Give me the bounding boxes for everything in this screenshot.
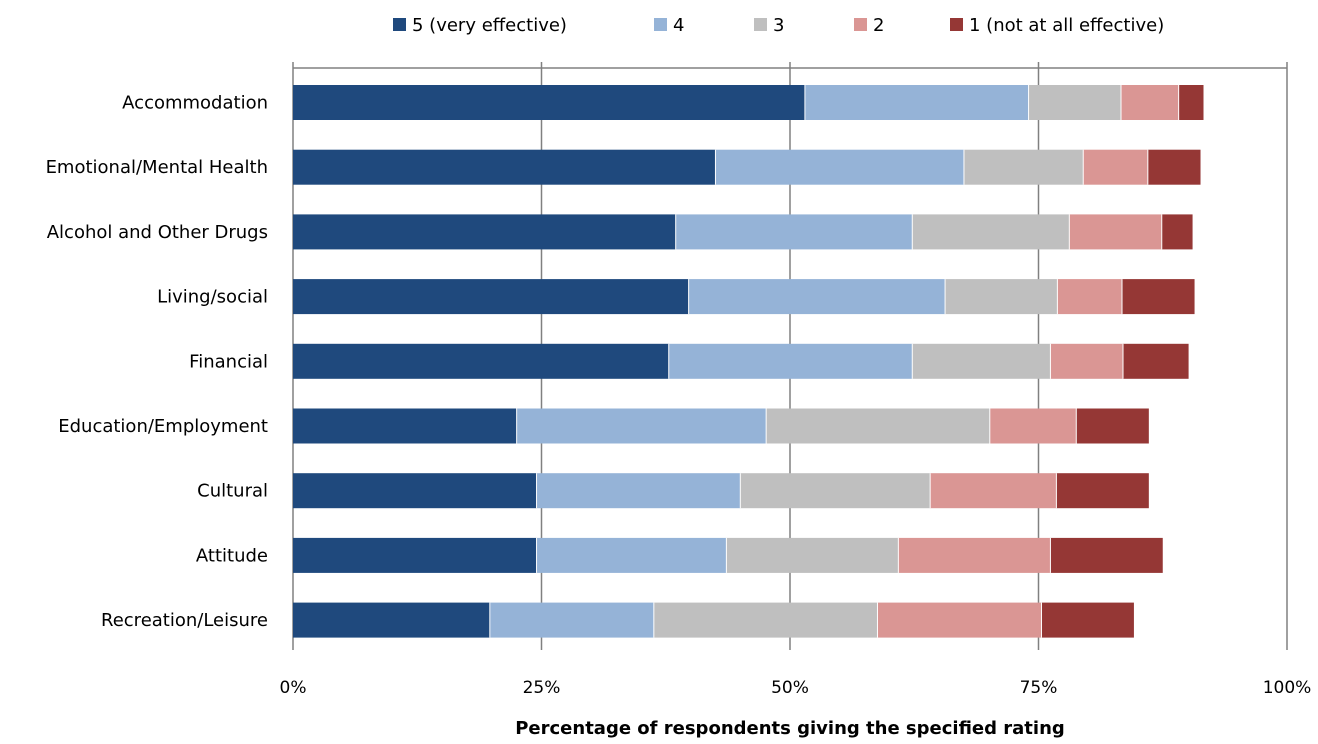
bar-segment bbox=[536, 537, 727, 573]
bar-segment bbox=[877, 602, 1042, 638]
legend-swatch bbox=[654, 18, 667, 31]
bar-segment bbox=[293, 85, 805, 120]
legend-label: 3 bbox=[773, 15, 784, 36]
x-tick-label: 25% bbox=[523, 678, 561, 698]
bar-segment bbox=[293, 473, 537, 509]
x-tick-label: 100% bbox=[1263, 678, 1312, 698]
legend-swatch bbox=[393, 18, 406, 31]
bar-segment bbox=[1121, 279, 1195, 315]
bar-segment bbox=[1083, 149, 1148, 185]
category-label: Accommodation bbox=[122, 93, 268, 114]
x-tick-label: 50% bbox=[771, 678, 809, 698]
bar-segment bbox=[293, 279, 689, 315]
bar-segment bbox=[1028, 85, 1122, 120]
category-label: Attitude bbox=[196, 545, 268, 566]
x-tick-label: 0% bbox=[280, 678, 307, 698]
bar-segment bbox=[293, 408, 517, 444]
x-axis-ticks: 0% 25% 50% 75% 100% bbox=[280, 678, 1312, 698]
bar-segment bbox=[912, 343, 1051, 379]
bar-segment bbox=[293, 214, 676, 250]
legend-label: 1 (not at all effective) bbox=[969, 15, 1164, 36]
bar-segment bbox=[1147, 149, 1201, 185]
legend-label: 2 bbox=[873, 15, 884, 36]
bar-segment bbox=[1050, 537, 1163, 573]
bar-segment bbox=[1041, 602, 1134, 638]
bar-segment bbox=[536, 473, 741, 509]
legend-label: 4 bbox=[673, 15, 684, 36]
bar-segment bbox=[489, 602, 654, 638]
bar-segment bbox=[1056, 473, 1149, 509]
bar-segment bbox=[293, 343, 669, 379]
bar-segment bbox=[804, 85, 1029, 120]
bar-segment bbox=[912, 214, 1070, 250]
bar-segment bbox=[898, 537, 1051, 573]
bar-segment bbox=[945, 279, 1058, 315]
bar-segment bbox=[675, 214, 913, 250]
category-label: Alcohol and Other Drugs bbox=[47, 222, 268, 243]
bar-segment bbox=[1122, 343, 1189, 379]
bar-segment bbox=[963, 149, 1084, 185]
bar-segment bbox=[1178, 85, 1204, 120]
category-label: Education/Employment bbox=[58, 416, 268, 437]
category-labels: Accommodation Emotional/Mental Health Alco… bbox=[46, 93, 268, 632]
bar-segment bbox=[653, 602, 878, 638]
category-label: Recreation/Leisure bbox=[101, 610, 268, 631]
bars bbox=[293, 85, 1204, 638]
x-axis-label: Percentage of respondents giving the spe… bbox=[515, 718, 1065, 739]
bar-segment bbox=[930, 473, 1057, 509]
legend-label: 5 (very effective) bbox=[412, 15, 567, 36]
bar-segment bbox=[293, 149, 716, 185]
bar-segment bbox=[715, 149, 964, 185]
bar-segment bbox=[293, 602, 490, 638]
bar-segment bbox=[726, 537, 899, 573]
category-label: Cultural bbox=[197, 481, 268, 502]
bar-segment bbox=[1050, 343, 1123, 379]
bar-segment bbox=[293, 537, 537, 573]
bar-segment bbox=[1076, 408, 1149, 444]
legend-swatch bbox=[854, 18, 867, 31]
bar-segment bbox=[1057, 279, 1122, 315]
bar-segment bbox=[688, 279, 946, 315]
category-label: Living/social bbox=[157, 287, 268, 308]
legend-swatch bbox=[950, 18, 963, 31]
legend-swatch bbox=[754, 18, 767, 31]
bar-segment bbox=[1121, 85, 1179, 120]
category-label: Emotional/Mental Health bbox=[46, 157, 268, 178]
category-label: Financial bbox=[189, 351, 268, 372]
bar-segment bbox=[766, 408, 990, 444]
legend: 5 (very effective) 4 3 2 1 (not at all effec… bbox=[393, 15, 1164, 36]
x-tick-label: 75% bbox=[1020, 678, 1058, 698]
bar-segment bbox=[989, 408, 1077, 444]
bar-segment bbox=[740, 473, 931, 509]
bar-segment bbox=[1161, 214, 1193, 250]
bar-segment bbox=[516, 408, 767, 444]
bar-segment bbox=[1069, 214, 1162, 250]
bar-segment bbox=[668, 343, 913, 379]
